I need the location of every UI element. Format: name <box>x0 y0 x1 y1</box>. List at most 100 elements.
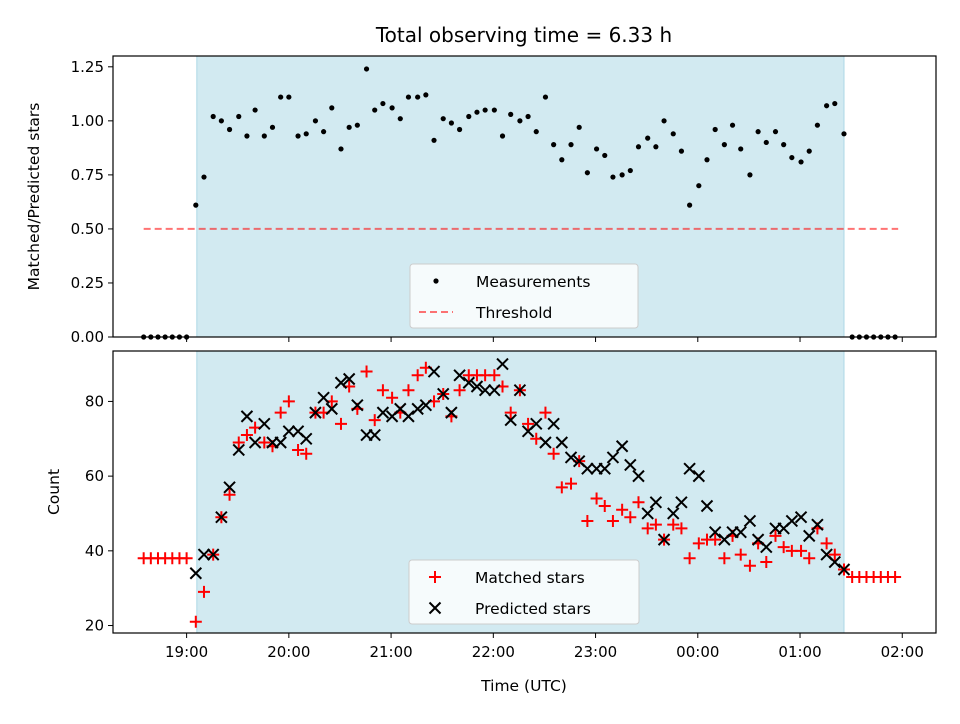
predicted-star-point <box>615 440 629 453</box>
measurement-point <box>678 148 685 154</box>
y-tick-label: 0.50 <box>71 220 104 238</box>
measurement-point <box>653 144 659 150</box>
matched-star-point <box>828 548 841 561</box>
measurement-point <box>525 113 531 120</box>
matched-star-point <box>360 365 373 378</box>
predicted-star-point <box>300 432 313 445</box>
predicted-star-point <box>282 425 296 438</box>
x-tick-label: 20:00 <box>267 643 310 661</box>
matched-star-point <box>453 384 466 397</box>
legend-label: Matched stars <box>475 569 585 587</box>
measurement-point <box>303 131 309 137</box>
series-measurements <box>141 66 898 340</box>
matched-star-point <box>777 541 790 554</box>
matched-star-point <box>667 518 680 531</box>
predicted-star-point <box>513 384 527 397</box>
predicted-star-point <box>539 436 552 449</box>
predicted-star-point <box>649 496 663 509</box>
measurement-point <box>193 202 199 208</box>
measurement-point <box>670 131 676 137</box>
measurement-point <box>252 107 258 113</box>
predicted-star-point <box>632 469 645 483</box>
matched-star-point <box>734 548 747 561</box>
measurement-point <box>380 100 386 107</box>
y-tick-label: 60 <box>85 467 104 485</box>
measurement-point <box>551 142 557 148</box>
x-tick-label: 01:00 <box>778 643 821 661</box>
matched-star-point <box>769 529 782 542</box>
legend-label: Predicted stars <box>475 600 591 618</box>
measurement-point <box>440 116 446 122</box>
predicted-star-point <box>402 410 415 423</box>
measurement-point <box>721 142 727 148</box>
matched-star-point <box>795 544 808 557</box>
measurement-point <box>576 124 582 130</box>
matched-star-point <box>760 556 773 569</box>
measurement-point <box>738 146 744 152</box>
predicted-star-point <box>258 417 271 431</box>
matched-star-point <box>386 391 399 404</box>
predicted-star-point <box>411 402 424 416</box>
y-axis-label: Matched/Predicted stars <box>25 103 43 291</box>
measurement-point <box>431 137 437 143</box>
legend-label: Threshold <box>475 304 552 322</box>
predicted-star-point <box>692 469 706 483</box>
measurement-point <box>763 139 769 146</box>
predicted-star-point <box>708 525 722 539</box>
predicted-star-point <box>547 417 560 431</box>
predicted-star-point <box>504 413 517 427</box>
measurement-point <box>517 118 523 124</box>
matched-star-point <box>258 436 271 449</box>
legend-marker-measurements <box>433 278 439 284</box>
measurement-point <box>261 133 267 139</box>
matched-star-point <box>616 503 629 516</box>
matched-star-point <box>402 384 415 397</box>
measurement-point <box>397 116 403 122</box>
predicted-star-point <box>496 357 509 371</box>
measurement-point <box>584 170 590 176</box>
top-panel: 0.00 0.25 0.50 0.75 1.00 1.25 Matched/Predicte… <box>25 55 937 346</box>
series-predicted-stars <box>189 357 851 580</box>
measurement-point <box>346 124 352 130</box>
measurement-point <box>312 118 319 124</box>
matched-star-point <box>300 447 313 460</box>
matched-star-point <box>743 559 756 572</box>
axes-frame <box>112 55 937 338</box>
predicted-star-point <box>317 391 330 404</box>
predicted-star-point <box>837 563 851 576</box>
y-tick-label: 0.25 <box>71 274 104 292</box>
measurement-point <box>236 113 242 120</box>
matched-star-point <box>692 537 705 550</box>
measurement-point <box>448 120 455 126</box>
measurement-point <box>295 133 301 139</box>
measurement-point <box>610 174 616 180</box>
predicted-star-point <box>351 398 364 412</box>
measurement-point <box>226 126 233 133</box>
measurement-point <box>423 92 429 98</box>
matched-star-point <box>274 406 287 419</box>
x-tick-label: 21:00 <box>369 643 412 661</box>
matched-star-point <box>555 481 568 494</box>
predicted-star-point <box>785 514 799 528</box>
predicted-star-point <box>667 507 680 520</box>
y-tick-label: 1.00 <box>71 112 104 130</box>
predicted-star-point <box>581 462 594 475</box>
y-tick-label: 1.25 <box>71 58 104 76</box>
matched-star-point <box>649 518 662 531</box>
predicted-star-point <box>419 398 433 412</box>
matched-star-point <box>522 417 535 430</box>
predicted-star-point <box>700 499 714 513</box>
predicted-star-point <box>376 406 390 419</box>
predicted-star-point <box>828 555 841 569</box>
measurement-point <box>201 174 207 180</box>
measurement-point <box>405 94 412 100</box>
predicted-star-point <box>641 507 654 520</box>
matched-star-point <box>709 533 722 546</box>
y-tick-label: 0.75 <box>71 166 104 184</box>
predicted-star-point <box>743 514 757 528</box>
predicted-star-point <box>206 548 220 561</box>
y-tick-label: 0.00 <box>71 328 104 346</box>
predicted-star-point <box>223 481 236 494</box>
matched-star-point <box>547 447 560 460</box>
x-tick-label: 19:00 <box>165 643 208 661</box>
